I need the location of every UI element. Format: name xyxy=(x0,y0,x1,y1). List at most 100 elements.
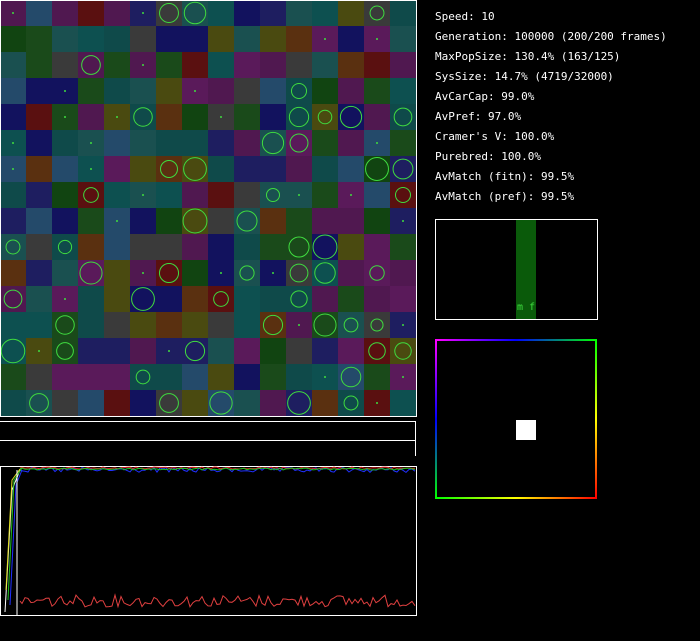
agent-dot xyxy=(376,142,378,144)
cell xyxy=(364,0,390,26)
cell xyxy=(364,104,390,130)
cell xyxy=(26,0,52,26)
cell xyxy=(130,234,156,260)
preference-point xyxy=(516,420,536,440)
cell xyxy=(26,182,52,208)
cell xyxy=(78,104,104,130)
agent xyxy=(290,290,308,308)
cell xyxy=(312,156,338,182)
cell xyxy=(104,182,130,208)
cell xyxy=(26,390,52,416)
cell xyxy=(234,26,260,52)
cell xyxy=(26,364,52,390)
cell xyxy=(78,26,104,52)
stat-line: AvPref: 97.0% xyxy=(435,110,521,123)
cell xyxy=(156,104,182,130)
cell xyxy=(26,260,52,286)
agent-dot xyxy=(64,90,66,92)
cell xyxy=(104,52,130,78)
cell xyxy=(260,234,286,260)
agent xyxy=(183,1,207,25)
cell xyxy=(130,364,156,390)
cell xyxy=(78,182,104,208)
agent xyxy=(5,239,21,255)
cell xyxy=(26,234,52,260)
cell xyxy=(52,208,78,234)
cell xyxy=(156,156,182,182)
agent-dot xyxy=(376,402,378,404)
agent xyxy=(393,107,413,127)
agent-dot xyxy=(220,116,222,118)
cell xyxy=(234,182,260,208)
agent xyxy=(289,263,309,283)
cell xyxy=(234,78,260,104)
cell xyxy=(156,260,182,286)
cell xyxy=(78,234,104,260)
cell xyxy=(312,182,338,208)
cell xyxy=(364,208,390,234)
cell xyxy=(364,234,390,260)
cell xyxy=(260,312,286,338)
cell xyxy=(182,390,208,416)
cell xyxy=(390,182,416,208)
agent xyxy=(313,313,337,337)
cell xyxy=(338,0,364,26)
cell xyxy=(104,78,130,104)
agent xyxy=(0,338,26,364)
agent-dot xyxy=(12,142,14,144)
agent xyxy=(312,234,338,260)
cell xyxy=(338,390,364,416)
cell xyxy=(52,364,78,390)
agent xyxy=(135,369,151,385)
cell xyxy=(52,156,78,182)
cell xyxy=(0,260,26,286)
agent xyxy=(160,160,178,178)
cell xyxy=(156,312,182,338)
cell xyxy=(260,130,286,156)
cell xyxy=(338,234,364,260)
agent-dot xyxy=(402,376,404,378)
cell xyxy=(52,260,78,286)
cell xyxy=(78,260,104,286)
agent xyxy=(184,340,206,362)
agent xyxy=(343,317,359,333)
trace xyxy=(19,593,416,609)
agent-dot xyxy=(64,116,66,118)
cell xyxy=(208,26,234,52)
cell xyxy=(260,338,286,364)
cell xyxy=(312,52,338,78)
cell xyxy=(156,26,182,52)
cell xyxy=(0,78,26,104)
cell xyxy=(208,234,234,260)
agent-dot xyxy=(298,194,300,196)
cell xyxy=(104,234,130,260)
cell xyxy=(182,364,208,390)
cell xyxy=(390,286,416,312)
cell xyxy=(390,52,416,78)
agent-dot xyxy=(142,272,144,274)
cell xyxy=(338,208,364,234)
cell xyxy=(182,286,208,312)
cell xyxy=(286,208,312,234)
cell xyxy=(0,338,26,364)
cell xyxy=(156,0,182,26)
cell xyxy=(0,104,26,130)
cell xyxy=(338,26,364,52)
cell xyxy=(26,26,52,52)
agent xyxy=(365,157,389,181)
cell xyxy=(156,208,182,234)
cell xyxy=(78,286,104,312)
cell xyxy=(52,390,78,416)
cell xyxy=(286,26,312,52)
agent xyxy=(55,315,75,335)
cell xyxy=(260,182,286,208)
agent xyxy=(57,239,73,255)
agent-dot xyxy=(220,272,222,274)
cell xyxy=(364,260,390,286)
cell xyxy=(234,260,260,286)
cell xyxy=(182,130,208,156)
cell xyxy=(338,260,364,286)
cell xyxy=(182,26,208,52)
cell xyxy=(182,260,208,286)
